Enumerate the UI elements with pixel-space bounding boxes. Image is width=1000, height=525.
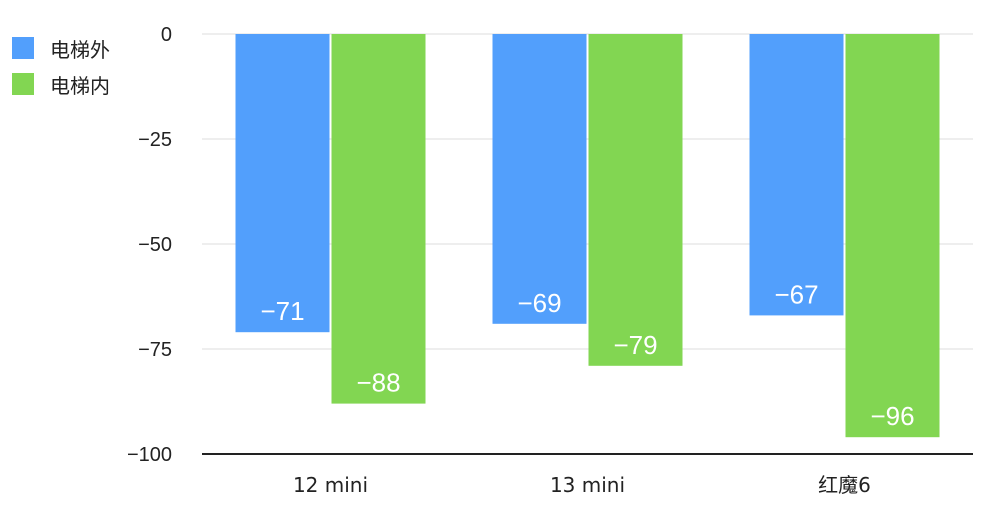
x-tick-label: 红魔6: [818, 473, 871, 497]
legend-label-outside: 电梯外: [50, 37, 110, 62]
data-label: −79: [613, 330, 657, 360]
y-tick-label: −75: [138, 339, 172, 361]
data-label: −88: [356, 368, 400, 398]
legend-item-outside: 电梯外: [12, 36, 110, 62]
bar: [845, 34, 940, 438]
data-label: −67: [774, 279, 818, 309]
bar: [235, 34, 330, 333]
data-label: −71: [260, 296, 304, 326]
y-tick-label: −100: [127, 444, 172, 466]
x-tick-label: 13 mini: [550, 473, 625, 497]
legend-swatch-outside: [12, 37, 34, 59]
legend: 电梯外 电梯内: [12, 36, 110, 108]
y-tick-label: −25: [138, 129, 172, 151]
data-label: −69: [517, 288, 561, 318]
legend-item-inside: 电梯内: [12, 72, 110, 98]
y-tick-label: −50: [138, 234, 172, 256]
bar: [749, 34, 844, 316]
legend-label-inside: 电梯内: [50, 73, 110, 98]
bar: [331, 34, 426, 404]
data-label: −96: [870, 401, 914, 431]
bar: [588, 34, 683, 366]
legend-swatch-inside: [12, 73, 34, 95]
x-tick-label: 12 mini: [293, 473, 368, 497]
y-tick-label: 0: [161, 24, 172, 46]
bar: [492, 34, 587, 324]
